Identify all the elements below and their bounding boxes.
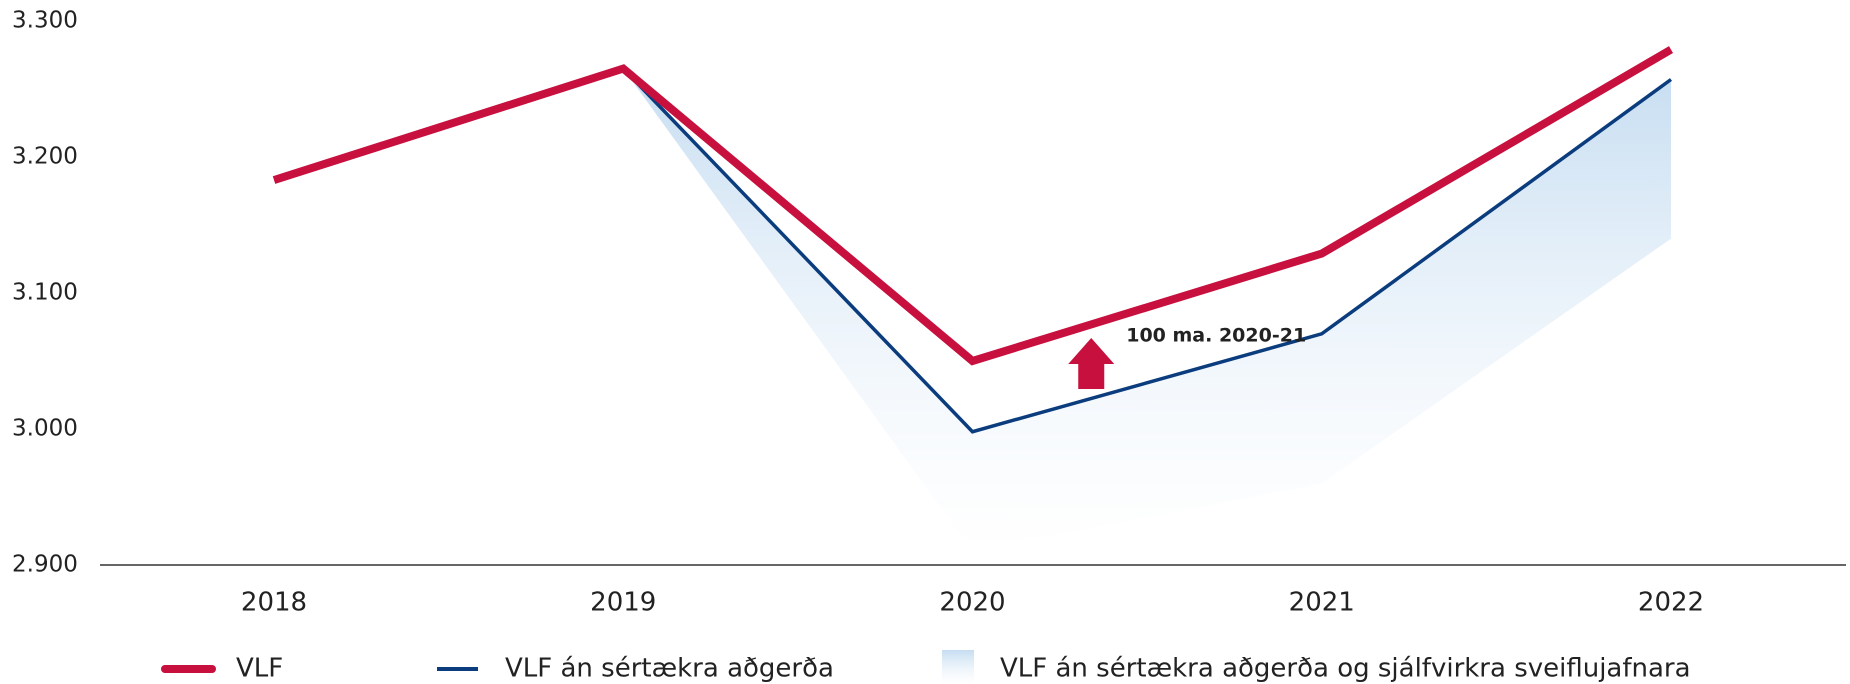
annotation-arrow: [1068, 338, 1115, 389]
annotation: 100 ma. 2020-21: [1126, 325, 1306, 347]
y-tick-label: 3.000: [12, 416, 78, 442]
x-tick-label: 2018: [241, 588, 307, 618]
y-tick-label: 3.200: [12, 144, 78, 170]
x-tick-label: 2021: [1289, 588, 1355, 618]
y-tick-label: 3.300: [12, 8, 78, 34]
x-tick-label: 2020: [939, 588, 1005, 618]
legend-label: VLF án sértækra aðgerða: [505, 654, 834, 684]
band-area: [623, 68, 1671, 552]
x-tick-label: 2019: [590, 588, 656, 618]
legend-swatch: [942, 650, 974, 684]
legend-label: VLF: [236, 654, 283, 684]
y-tick-label: 3.100: [12, 280, 78, 306]
series-line: [272, 46, 1674, 366]
series-line: [621, 67, 1673, 434]
x-tick-label: 2022: [1638, 588, 1704, 618]
y-tick-label: 2.900: [12, 552, 78, 578]
legend-label: VLF án sértækra aðgerða og sjálfvirkra s…: [1000, 654, 1691, 684]
